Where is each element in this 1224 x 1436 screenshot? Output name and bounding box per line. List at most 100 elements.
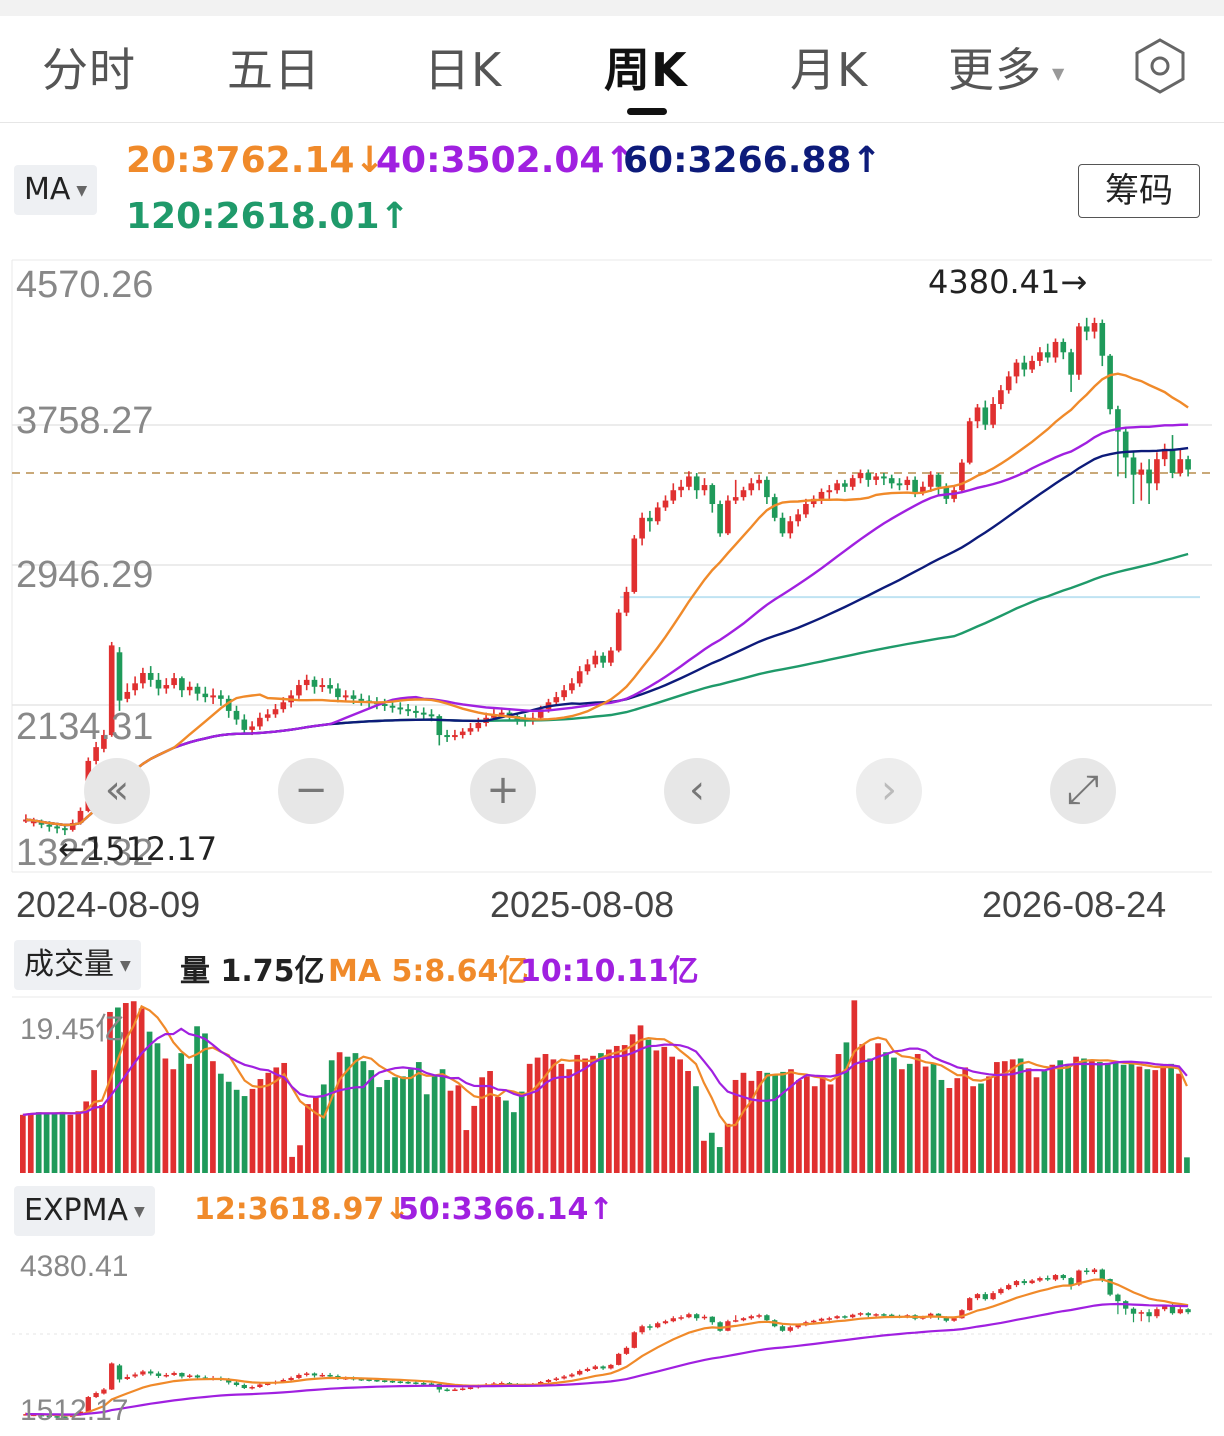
- expma-candle-body: [421, 1382, 427, 1385]
- candle-body: [1099, 322, 1106, 356]
- candle-body: [1146, 469, 1152, 484]
- candle-body: [452, 735, 458, 738]
- volume-bar: [788, 1069, 794, 1173]
- volume-bar: [415, 1062, 422, 1173]
- settings-hexagon-icon[interactable]: [1130, 36, 1190, 96]
- candle-body: [732, 497, 739, 501]
- volume-bar: [194, 1026, 200, 1173]
- expma-candle-body: [764, 1315, 770, 1321]
- expma-candle-body: [124, 1376, 130, 1379]
- expma-candle-body: [319, 1374, 325, 1377]
- expma-candle-body: [288, 1377, 294, 1380]
- tab-five-day[interactable]: 五日: [227, 43, 321, 97]
- volume-bar: [701, 1140, 707, 1173]
- volume-bar: [962, 1067, 969, 1173]
- tab-weekly-k[interactable]: 周K: [604, 43, 688, 97]
- ema12-line: [25, 1278, 1189, 1417]
- volume-bar: [503, 1100, 509, 1173]
- expma-candle-body: [382, 1380, 388, 1382]
- candle-body: [709, 485, 716, 505]
- volume-bar: [162, 1058, 169, 1173]
- expma-candle-body: [967, 1298, 973, 1311]
- expma-candle-body: [499, 1382, 505, 1385]
- zoom-in-button[interactable]: +: [470, 758, 536, 824]
- expma-candle-body: [31, 1414, 37, 1417]
- volume-ma5-line: [22, 1004, 1188, 1128]
- zoom-out-button[interactable]: −: [278, 758, 344, 824]
- volume-bar: [653, 1050, 660, 1173]
- volume-bar: [210, 1061, 216, 1173]
- fast-back-button[interactable]: «: [84, 758, 150, 824]
- volume-bar: [914, 1054, 921, 1173]
- expma-candle-body: [834, 1316, 840, 1319]
- volume-bar: [336, 1052, 343, 1173]
- candle-body: [1154, 459, 1160, 484]
- volume-bar: [51, 1113, 58, 1173]
- ma-selector[interactable]: MA ▼: [14, 165, 98, 215]
- previous-button[interactable]: ‹: [664, 758, 730, 824]
- next-button[interactable]: ›: [856, 758, 922, 824]
- chip-distribution-button[interactable]: 筹码: [1078, 164, 1200, 218]
- volume-bar: [970, 1086, 976, 1173]
- volume-bar: [708, 1132, 715, 1173]
- expma-candle-body: [678, 1317, 684, 1319]
- expma-candle-body: [795, 1325, 801, 1328]
- volume-value: 量 1.75亿: [180, 954, 325, 989]
- candle-body: [779, 517, 786, 534]
- expma-candle-body: [670, 1318, 676, 1322]
- caret-down-icon: ▼: [120, 957, 131, 974]
- candle-body: [990, 404, 996, 425]
- x-label-middle: 2025-08-08: [490, 884, 675, 925]
- volume-chart[interactable]: [0, 995, 1224, 1177]
- expma-candle-body: [280, 1379, 286, 1382]
- expma-candle-body: [194, 1375, 201, 1378]
- candle-body: [998, 390, 1004, 405]
- expma-candle-body: [1013, 1281, 1020, 1286]
- volume-bar: [835, 1054, 842, 1173]
- volume-indicator-selector[interactable]: 成交量 ▼: [14, 940, 141, 990]
- volume-bar: [273, 1067, 280, 1173]
- candle-body: [1122, 431, 1129, 458]
- volume-selector-label: 成交量: [24, 947, 114, 982]
- ma40-value: 40:3502.04↑: [376, 140, 635, 181]
- tab-more[interactable]: 更多 ▼: [948, 34, 1065, 100]
- volume-bar: [392, 1077, 398, 1173]
- expma-candle-body: [1091, 1269, 1098, 1273]
- expma-candle-body: [701, 1316, 708, 1319]
- candle-body: [561, 690, 567, 698]
- expma-chart[interactable]: [0, 1240, 1224, 1436]
- tab-daily-k[interactable]: 日K: [424, 43, 503, 97]
- fullscreen-button[interactable]: ⤢: [1050, 758, 1116, 824]
- volume-bar: [677, 1059, 683, 1173]
- expma-indicator-selector[interactable]: EXPMA ▼: [14, 1186, 155, 1236]
- candle-body: [405, 709, 411, 712]
- candle-body: [1169, 448, 1176, 473]
- expma-candle-body: [733, 1320, 739, 1322]
- x-label-end: 2026-08-24: [982, 884, 1167, 925]
- expma-candle-body: [935, 1313, 942, 1318]
- tab-monthly-k[interactable]: 月K: [790, 43, 869, 97]
- ema50-value: 50:3366.14↑: [398, 1192, 614, 1227]
- expma-candle-body: [1107, 1279, 1113, 1295]
- expma-candle-body: [584, 1368, 591, 1371]
- volume-bar: [265, 1072, 272, 1173]
- volume-bar: [1081, 1058, 1087, 1173]
- candle-body: [584, 664, 591, 672]
- tab-intraday[interactable]: 分时: [42, 43, 136, 97]
- volume-bar: [115, 1007, 121, 1173]
- candle-body: [467, 728, 474, 732]
- volume-bar: [606, 1049, 612, 1173]
- kline-chart[interactable]: [0, 255, 1224, 875]
- volume-bar: [217, 1073, 224, 1173]
- volume-ma5-value: MA 5:8.64亿: [328, 954, 529, 989]
- expma-candle-body: [1185, 1309, 1191, 1313]
- volume-bar: [400, 1076, 406, 1173]
- candle-body: [132, 683, 138, 691]
- expma-candle-body: [452, 1389, 458, 1392]
- volume-bar: [1049, 1064, 1056, 1173]
- candle-body: [171, 678, 177, 686]
- expma-candle-body: [148, 1371, 154, 1374]
- expma-candle-body: [85, 1397, 91, 1412]
- expma-candle-body: [1021, 1281, 1027, 1284]
- volume-bar: [883, 1052, 889, 1173]
